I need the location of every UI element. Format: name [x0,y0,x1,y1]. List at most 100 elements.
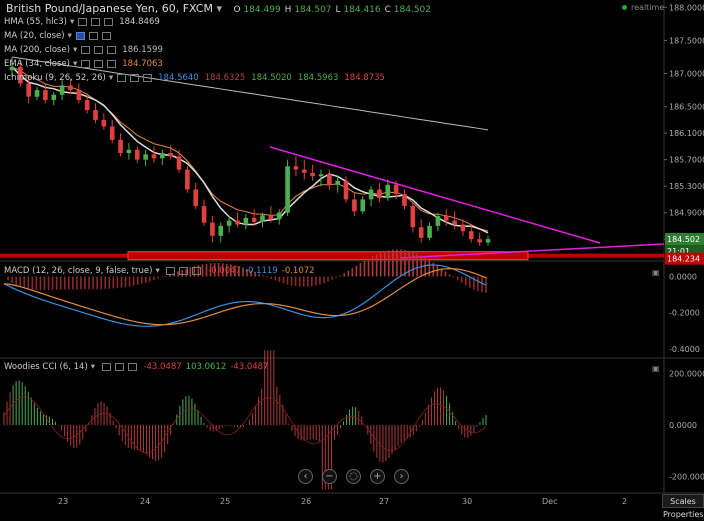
price-tick-label: 188.0000 [669,3,704,12]
indicator-value: 184.7063 [122,59,163,69]
close-icon[interactable] [104,17,114,26]
pane-settings-icon[interactable]: ▣ [652,268,660,277]
settings-icon[interactable] [114,362,124,371]
trendlines [269,146,665,259]
settings-icon[interactable] [179,266,189,275]
close-icon[interactable] [143,73,153,82]
eye-icon[interactable] [75,31,85,40]
settings-icon[interactable] [91,17,101,26]
macd-plot: 0.0000 -0.2000 -0.4000 [3,249,700,354]
settings-icon[interactable] [130,73,140,82]
x-axis-label: Dec [542,497,558,506]
indicator-value: 184.8469 [119,17,160,27]
candle-body [251,217,257,222]
indicator-value: 184.8735 [344,73,385,83]
indicator-label: MA (20, close) [4,31,65,41]
zoom-out-icon[interactable]: − [322,469,337,484]
close-icon[interactable] [107,59,117,68]
settings-icon[interactable] [94,59,104,68]
cci-value: -43.0487 [143,362,182,372]
indicator-value: 186.1599 [122,45,163,55]
pane-settings-icon[interactable]: ▣ [652,364,660,373]
candle-body [402,194,407,207]
chart-canvas[interactable]: 0.0000 -0.2000 -0.4000 200.0000 0.0000 -200.… [0,0,704,508]
macd-line [3,264,487,327]
candle-body [26,83,31,97]
candle-body [193,189,199,207]
symbol-title[interactable]: British Pound/Japanese Yen, 60, FXCM [6,2,213,15]
x-axis-label: 23 [58,497,69,506]
candle-body [360,199,366,212]
last-price-badge-bg [665,232,704,245]
chevron-down-icon[interactable]: ▾ [216,2,222,15]
macd-title[interactable]: MACD (12, 26, close, 9, false, true) ▾ -0… [4,266,315,276]
candle-body [477,239,482,243]
scroll-left-icon[interactable]: ‹ [298,469,313,484]
candle-body [343,180,349,200]
candle-body [469,231,474,240]
candle-body [160,153,165,159]
candle-body [185,169,190,190]
cci-title[interactable]: Woodies CCI (6, 14) ▾ -43.0487 103.0612 -43… [4,362,268,372]
macd-title-text[interactable]: MACD (12, 26, close, 9, false, true) [4,266,153,276]
candle-body [435,215,441,226]
price-tick-label: 187.5000 [669,36,704,45]
scroll-right-icon[interactable]: › [394,469,409,484]
chevron-down-icon[interactable]: ▾ [90,362,96,372]
candle-body [460,224,466,232]
close-icon[interactable] [192,266,202,275]
candle-body [410,206,416,228]
ascending-trendline [399,243,665,259]
candle-body [427,225,432,238]
macd-axis-label: 0.0000 [669,272,697,281]
settings-icon[interactable] [88,31,98,40]
eye-icon[interactable] [81,59,91,68]
indicator-label: Ichimoku (9, 26, 52, 26) [4,73,106,83]
price-tick-label: 187.0000 [669,70,704,79]
candle-body [235,220,240,225]
close-icon[interactable] [107,45,117,54]
reset-icon[interactable]: ◌ [346,469,361,484]
realtime-dot-icon [622,5,627,10]
ohlc-key: L [335,5,344,15]
macd-axis-label: -0.2000 [669,309,700,318]
settings-icon[interactable] [94,45,104,54]
candle-body [151,154,157,159]
candle-body [452,220,457,225]
indicator-value: 184.6325 [204,73,246,83]
eye-icon[interactable] [81,45,91,54]
indicator-legend-row[interactable]: Ichimoku (9, 26, 52, 26) ▾ 184.5640 184.632… [4,73,385,83]
indicator-legend-row[interactable]: MA (200, close) ▾ 186.1599 [4,45,163,55]
candle-body [118,139,123,154]
indicator-legend-row[interactable]: EMA (34, close) ▾ 184.7063 [4,59,163,69]
ohlc-readout: O 184.499 H 184.507 L 184.416 C 184.502 [234,5,432,15]
scales-properties-button[interactable]: Scales Properties [662,494,704,519]
indicator-legend-row[interactable]: HMA (55, hlc3) ▾ 184.8469 [4,17,160,27]
descending-trendline [269,146,601,244]
indicator-legend-row[interactable]: MA (20, close) ▾ [4,31,111,41]
candle-body [226,220,232,226]
chevron-down-icon: ▾ [73,45,78,55]
close-icon[interactable] [127,362,137,371]
eye-icon[interactable] [101,362,111,371]
candle-body [9,66,15,71]
eye-icon[interactable] [78,17,88,26]
zoom-in-icon[interactable]: + [370,469,385,484]
candle-body [34,90,40,97]
candle-body [301,169,307,173]
candle-body [51,94,57,101]
candle-body [218,225,224,236]
eye-icon[interactable] [117,73,127,82]
cci-axis-label: 200.0000 [669,369,704,378]
candle-body [285,166,290,213]
eye-icon[interactable] [166,266,176,275]
symbol-header[interactable]: British Pound/Japanese Yen, 60, FXCM ▾ O… [6,2,431,15]
cci-title-text[interactable]: Woodies CCI (6, 14) [4,362,88,372]
indicator-label: EMA (34, close) [4,59,70,69]
chevron-down-icon[interactable]: ▾ [155,266,160,276]
x-axis-label: 26 [301,497,312,506]
candle-body [18,66,23,84]
close-icon[interactable] [101,31,111,40]
